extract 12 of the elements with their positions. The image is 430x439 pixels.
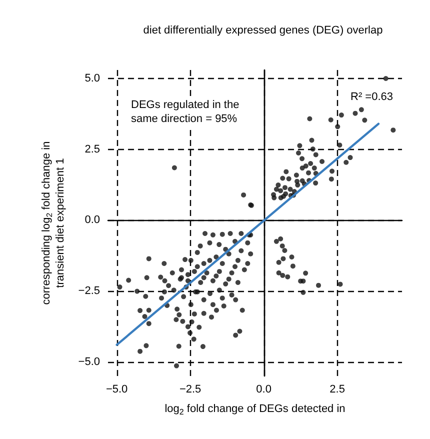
- y-tick-label: −2.5: [78, 285, 100, 297]
- x-tick-label: 0.0: [256, 384, 272, 396]
- chart-title: diet differentially expressed genes (DEG) overlap: [143, 24, 383, 36]
- y-tick-label: 0.0: [84, 214, 100, 226]
- x-tick-label: −5.0: [106, 384, 128, 396]
- y-tick-label: 2.5: [84, 143, 100, 156]
- x-tick-label: 2.5: [330, 384, 345, 396]
- y-tick-label: 5.0: [84, 72, 100, 84]
- x-tick-label: −2.5: [179, 384, 202, 396]
- annotation: DEGs regulated in the same direction = 95%: [131, 99, 240, 125]
- y-tick-label: −5.0: [78, 356, 100, 368]
- annotation: R² =0.63: [350, 91, 394, 103]
